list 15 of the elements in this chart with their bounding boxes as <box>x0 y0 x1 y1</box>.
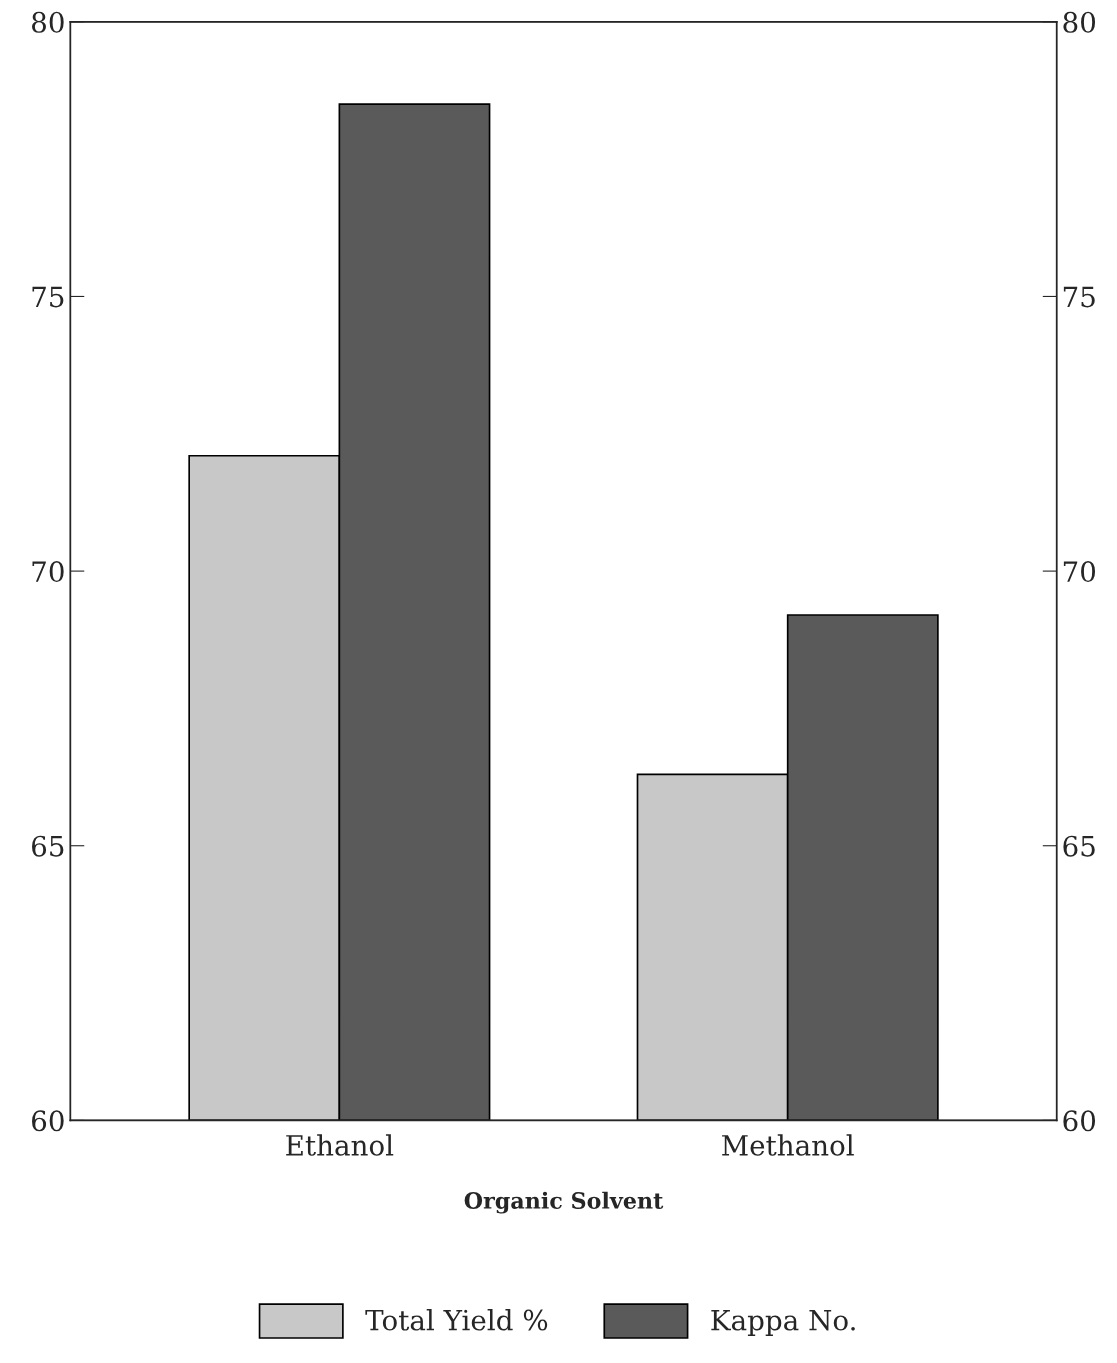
x-tick-label: Methanol <box>722 1134 854 1156</box>
y2-tick-label: 80 <box>1063 11 1096 33</box>
legend-label: Total Yield % <box>365 1309 548 1331</box>
y-tick-label: 60 <box>32 1110 64 1132</box>
y2-tick-label: 60 <box>1063 1110 1096 1132</box>
legend-label: Kappa No. <box>711 1309 855 1336</box>
y-tick-label: 65 <box>32 835 64 857</box>
y-tick-label: 70 <box>32 561 64 583</box>
x-tick-label: Ethanol <box>286 1134 394 1156</box>
y2-tick-label: 75 <box>1063 286 1095 308</box>
x-axis-title: Organic Solvent <box>464 1191 664 1214</box>
y2-tick-label: 65 <box>1063 835 1095 857</box>
y2-tick-label: 70 <box>1063 561 1096 583</box>
y-tick-label: 80 <box>32 11 64 33</box>
y-tick-label: 75 <box>32 286 64 308</box>
